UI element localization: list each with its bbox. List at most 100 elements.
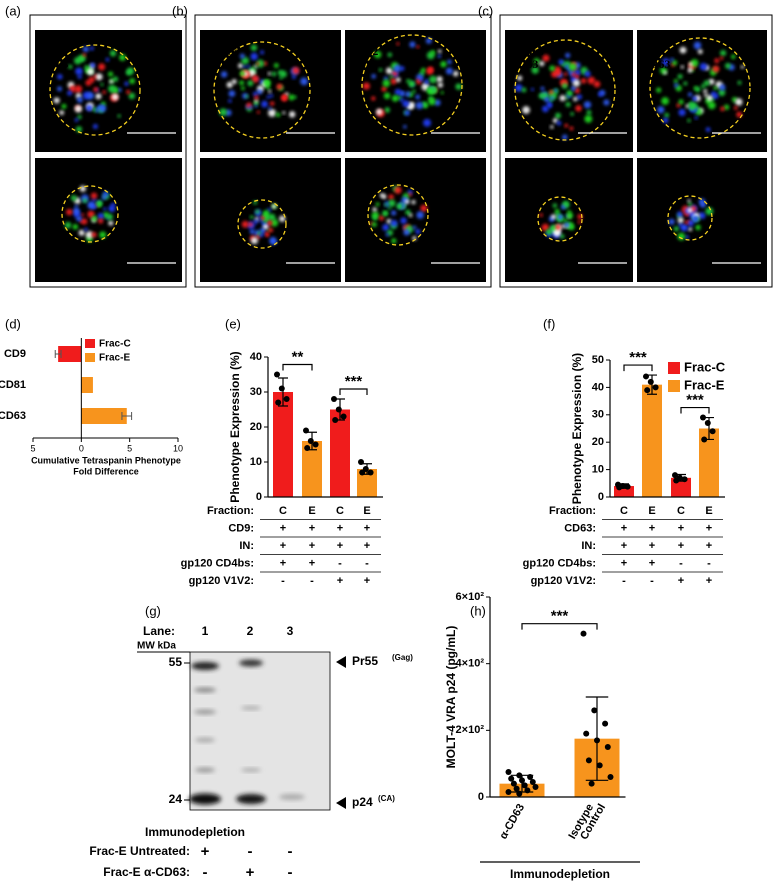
signal-dot bbox=[267, 71, 272, 76]
signal-dot bbox=[687, 92, 693, 97]
image-background bbox=[345, 30, 486, 152]
signal-dot bbox=[678, 108, 686, 117]
channel-label: V1V2 bbox=[641, 172, 670, 186]
signal-dot bbox=[690, 59, 699, 68]
signal-dot bbox=[670, 57, 674, 62]
row-label: CD9: bbox=[228, 522, 254, 534]
signal-dot bbox=[385, 67, 393, 75]
signal-dot bbox=[685, 235, 689, 239]
signal-dot bbox=[82, 53, 86, 57]
signal-dot bbox=[85, 104, 93, 112]
lane-label: 3 bbox=[287, 624, 294, 638]
row-label: gp120 V1V2: bbox=[189, 575, 254, 587]
signal-dot bbox=[731, 54, 736, 60]
signal-dot bbox=[82, 46, 89, 53]
fraction-label: Frac-E bbox=[349, 267, 382, 279]
row-label: gp120 CD4bs: bbox=[181, 557, 254, 569]
signal-dot bbox=[109, 50, 117, 57]
signal-dot bbox=[260, 50, 265, 55]
signal-dot bbox=[383, 92, 391, 100]
data-point bbox=[367, 469, 374, 476]
row-label: Frac-E Untreated: bbox=[89, 844, 190, 858]
data-point bbox=[307, 438, 314, 444]
signal-dot bbox=[712, 93, 719, 100]
signal-dot bbox=[668, 218, 675, 225]
signal-dot bbox=[390, 219, 398, 227]
signal-dot bbox=[603, 99, 610, 106]
vesicle-outline bbox=[213, 41, 311, 139]
signal-dot bbox=[263, 79, 271, 87]
signal-dot bbox=[559, 234, 565, 239]
signal-dot bbox=[119, 53, 126, 61]
signal-dot bbox=[687, 207, 693, 213]
signal-dot bbox=[77, 114, 82, 120]
signal-dot bbox=[531, 66, 539, 74]
signal-dot bbox=[276, 83, 283, 90]
signal-dot bbox=[220, 71, 228, 78]
signal-dot bbox=[583, 101, 592, 109]
signal-dot bbox=[428, 97, 436, 106]
row-label: IN: bbox=[581, 540, 596, 552]
category-label: CD81 bbox=[0, 379, 26, 391]
signal-dot bbox=[429, 75, 437, 84]
signal-dot bbox=[249, 105, 253, 110]
signal-dot bbox=[415, 94, 421, 100]
channel-label: V1V2 bbox=[349, 44, 378, 58]
y-tick-label: 30 bbox=[250, 386, 262, 398]
signal-dot bbox=[714, 58, 720, 64]
bar bbox=[357, 469, 377, 497]
band-name: p24 bbox=[352, 795, 373, 809]
row-cell: E bbox=[648, 505, 655, 517]
row-label: CD63: bbox=[564, 522, 596, 534]
signal-dot bbox=[662, 58, 670, 66]
signal-dot bbox=[687, 219, 694, 227]
signal-dot bbox=[300, 77, 308, 86]
row-cell: + bbox=[309, 540, 315, 552]
y-tick-label: 10 bbox=[592, 464, 604, 476]
data-point bbox=[700, 414, 706, 421]
panel-label: (h) bbox=[470, 603, 486, 618]
signal-dot bbox=[109, 79, 114, 84]
signal-dot bbox=[241, 86, 245, 91]
signal-dot bbox=[250, 52, 258, 61]
category-label: CD9 bbox=[4, 348, 26, 360]
signal-dot bbox=[391, 94, 399, 102]
signal-dot bbox=[514, 84, 523, 92]
band-name: Pr55 bbox=[352, 654, 378, 668]
signal-dot bbox=[713, 86, 718, 91]
signal-dot bbox=[262, 223, 269, 230]
channel-label: CD63 bbox=[641, 185, 670, 199]
signal-dot bbox=[371, 74, 376, 79]
data-point bbox=[673, 477, 680, 484]
scale-label: 100 nm bbox=[726, 137, 761, 149]
legend-label: Frac-E bbox=[684, 377, 725, 392]
row-cell: + bbox=[621, 522, 627, 534]
signal-dot bbox=[408, 101, 415, 109]
y-tick-label: 4×10² bbox=[456, 658, 485, 670]
signal-dot bbox=[270, 101, 275, 106]
signal-dot bbox=[125, 70, 132, 76]
signal-dot bbox=[259, 227, 266, 234]
row-label: gp120 V1V2: bbox=[531, 575, 596, 587]
signal-dot bbox=[682, 225, 686, 229]
channel-label: IN bbox=[509, 159, 523, 173]
signal-dot bbox=[84, 227, 88, 232]
bar bbox=[642, 384, 662, 497]
signal-dot bbox=[584, 114, 593, 123]
category-label: CD63 bbox=[0, 410, 26, 422]
data-point bbox=[644, 387, 651, 394]
signal-dot bbox=[386, 218, 392, 224]
row-cell: - bbox=[288, 843, 293, 860]
signal-dot bbox=[241, 56, 249, 65]
vesicle-outline bbox=[49, 44, 141, 136]
channel-label: CD63 bbox=[39, 185, 68, 199]
scale-label: 100 nm bbox=[141, 137, 176, 149]
signal-dot bbox=[239, 53, 245, 59]
signal-dot bbox=[555, 224, 561, 230]
signal-dot bbox=[387, 206, 392, 210]
data-point bbox=[532, 784, 539, 790]
signal-dot bbox=[530, 87, 534, 91]
y-tick-label: 20 bbox=[250, 421, 262, 433]
signal-dot bbox=[379, 193, 385, 198]
